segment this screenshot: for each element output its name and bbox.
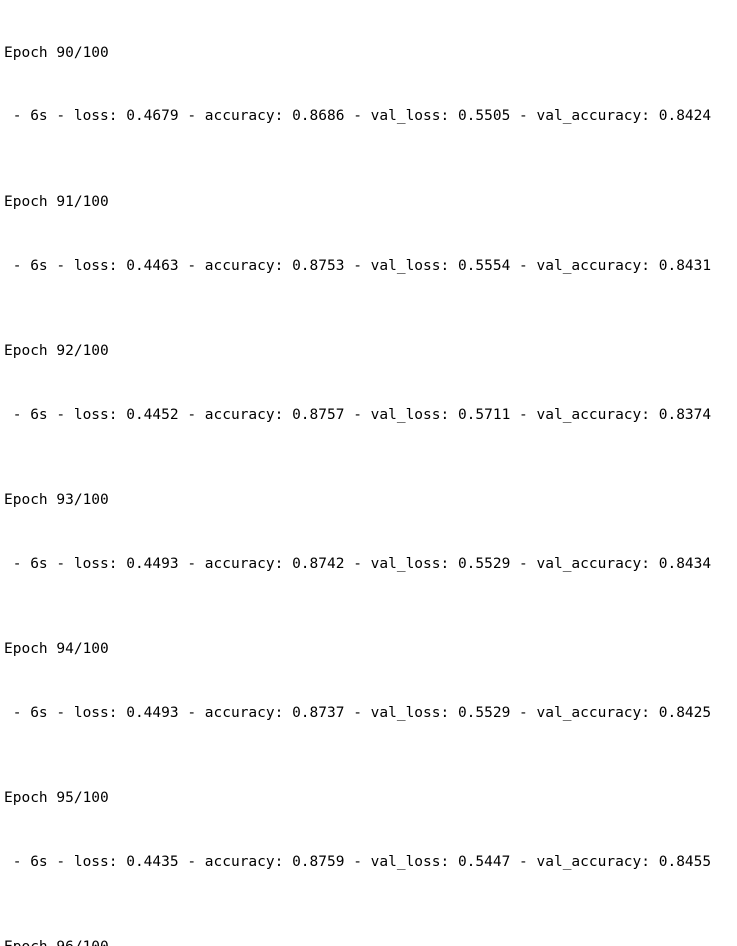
epoch-header: Epoch 93/100 [4,491,109,508]
epoch-header: Epoch 91/100 [4,193,109,210]
training-log-output: Epoch 90/100 - 6s - loss: 0.4679 - accur… [4,44,712,946]
epoch-header: Epoch 92/100 [4,342,109,359]
epoch-header: Epoch 95/100 [4,789,109,806]
epoch-metrics: - 6s - loss: 0.4493 - accuracy: 0.8737 -… [4,704,712,721]
epoch-metrics: - 6s - loss: 0.4463 - accuracy: 0.8753 -… [4,257,712,274]
epoch-header: Epoch 94/100 [4,640,109,657]
epoch-metrics: - 6s - loss: 0.4452 - accuracy: 0.8757 -… [4,406,712,423]
epoch-metrics: - 6s - loss: 0.4435 - accuracy: 0.8759 -… [4,853,712,870]
epoch-metrics: - 6s - loss: 0.4493 - accuracy: 0.8742 -… [4,555,712,572]
epoch-header: Epoch 90/100 [4,44,109,61]
epoch-header: Epoch 96/100 [0,937,737,946]
epoch-metrics: - 6s - loss: 0.4679 - accuracy: 0.8686 -… [4,108,712,125]
